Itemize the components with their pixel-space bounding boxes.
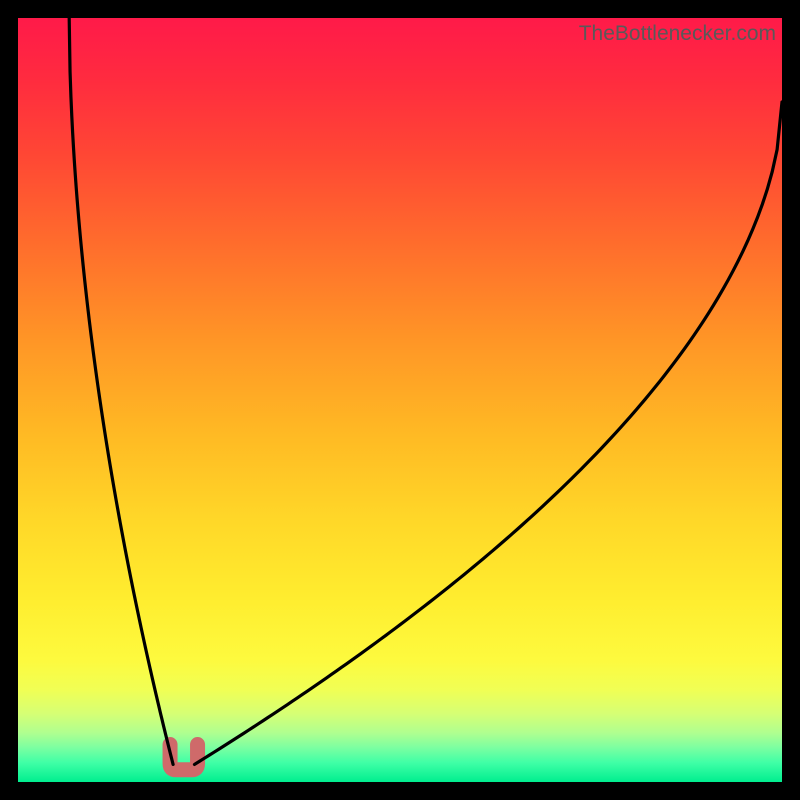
plot-area: TheBottlenecker.com: [18, 18, 782, 782]
curve-left-branch: [69, 18, 173, 764]
optimal-marker: [170, 745, 198, 770]
curve-right-branch: [194, 102, 782, 764]
bottleneck-curve-svg: [18, 18, 782, 782]
chart-stage: TheBottlenecker.com: [0, 0, 800, 800]
watermark-text: TheBottlenecker.com: [579, 22, 776, 46]
